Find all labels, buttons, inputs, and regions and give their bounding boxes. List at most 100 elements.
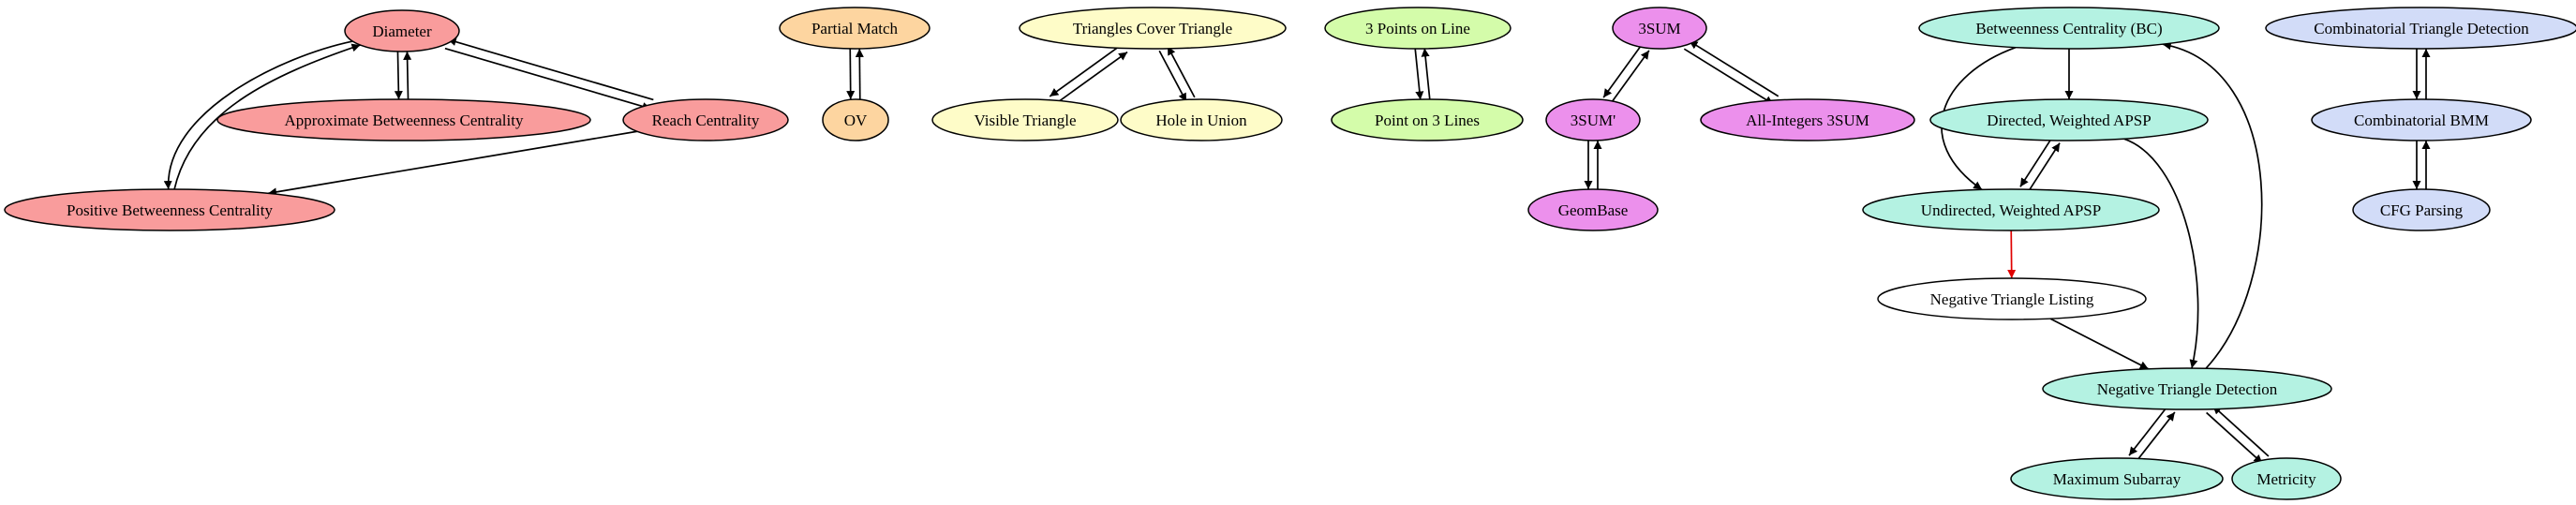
node-label: Hole in Union	[1155, 111, 1247, 129]
node-neg-tri-listing: Negative Triangle Listing	[1877, 277, 2147, 320]
node-shape	[622, 98, 789, 141]
edge-directed-apsp-to-neg-tri-detection	[2123, 138, 2199, 369]
node-bc: Betweenness Centrality (BC)	[1918, 7, 2220, 50]
node-reach-centrality: Reach Centrality	[622, 98, 789, 141]
edge-undirected-apsp-to-directed-apsp	[2027, 142, 2061, 193]
node-undirected-apsp: Undirected, Weighted APSP	[1862, 188, 2160, 231]
node-label: CFG Parsing	[2380, 201, 2464, 219]
node-ov: OV	[822, 98, 889, 141]
node-shape	[1324, 7, 1511, 50]
edge-diameter-to-positive-bc	[163, 40, 353, 190]
edge-neg-tri-detection-to-max-subarray	[2128, 406, 2168, 456]
node-label: Reach Centrality	[652, 111, 760, 129]
node-all-integers-3sum: All-Integers 3SUM	[1700, 98, 1915, 141]
node-shape	[1918, 7, 2220, 50]
node-shape	[2311, 98, 2532, 141]
node-label: Negative Triangle Detection	[2097, 380, 2278, 398]
node-label: Metricity	[2256, 470, 2316, 488]
node-shape	[1545, 98, 1641, 141]
node-shape	[2352, 188, 2491, 231]
node-shape	[1331, 98, 1524, 141]
node-label: Visible Triangle	[974, 111, 1076, 129]
node-label: Approximate Betweenness Centrality	[285, 111, 524, 129]
edge-diameter-to-approx-bc	[394, 52, 403, 100]
edge-neg-tri-listing-to-neg-tri-detection	[2049, 318, 2150, 370]
node-shape	[2010, 457, 2224, 500]
node-geombase: GeomBase	[1527, 188, 1659, 231]
node-shape	[822, 98, 889, 141]
nodes-layer: Diameter Approximate Betweenness Centrali…	[4, 7, 2576, 500]
node-visible-triangle: Visible Triangle	[931, 98, 1119, 141]
edge-triangles-cover-to-hole-in-union	[1158, 50, 1187, 102]
edge-three-sum-to-three-sum-prime	[1602, 44, 1643, 98]
node-three-sum: 3SUM	[1612, 7, 1707, 50]
edges-layer	[163, 37, 2431, 465]
node-label: 3SUM'	[1571, 111, 1616, 129]
edge-three-sum-to-all-integers-3sum	[1683, 48, 1774, 105]
node-label: Directed, Weighted APSP	[1987, 111, 2151, 129]
node-shape	[779, 7, 931, 50]
node-shape	[1019, 7, 1287, 50]
node-partial-match: Partial Match	[779, 7, 931, 50]
node-shape	[2231, 457, 2342, 500]
edge-neg-tri-detection-to-bc	[2162, 41, 2263, 369]
node-shape	[1612, 7, 1707, 50]
node-label: Triangles Cover Triangle	[1073, 20, 1232, 37]
node-label: Combinatorial BMM	[2354, 111, 2489, 129]
edge-three-sum-prime-to-three-sum	[1610, 50, 1650, 104]
node-three-points-line: 3 Points on Line	[1324, 7, 1511, 50]
edge-reach-centrality-to-positive-bc	[267, 130, 638, 197]
edge-ov-to-partial-match	[855, 48, 864, 99]
node-positive-bc: Positive Betweenness Centrality	[4, 188, 335, 231]
edge-triangles-cover-to-visible-triangle	[1049, 43, 1123, 97]
node-shape	[1929, 98, 2209, 141]
edge-diameter-to-reach-centrality	[444, 47, 651, 111]
node-shape	[344, 9, 460, 52]
edge-visible-triangle-to-triangles-cover	[1054, 51, 1128, 105]
edge-directed-apsp-to-undirected-apsp	[2019, 137, 2053, 187]
edge-all-integers-3sum-to-three-sum	[1689, 39, 1779, 97]
edge-point-three-lines-to-three-points-line	[1421, 48, 1431, 99]
node-label: Positive Betweenness Centrality	[67, 201, 274, 219]
edge-positive-bc-to-diameter	[173, 43, 361, 190]
edge-hole-in-union-to-triangles-cover	[1167, 46, 1196, 98]
node-point-three-lines: Point on 3 Lines	[1331, 98, 1524, 141]
node-label: Maximum Subarray	[2053, 470, 2181, 488]
node-three-sum-prime: 3SUM'	[1545, 98, 1641, 141]
node-directed-apsp: Directed, Weighted APSP	[1929, 98, 2209, 141]
node-comb-bmm: Combinatorial BMM	[2311, 98, 2532, 141]
node-diameter: Diameter	[344, 9, 460, 52]
edge-approx-bc-to-diameter	[403, 51, 412, 99]
node-label: GeomBase	[1558, 201, 1629, 219]
node-shape	[216, 98, 591, 141]
node-label: Negative Triangle Listing	[1930, 290, 2094, 308]
node-label: 3 Points on Line	[1365, 20, 1470, 37]
edge-reach-centrality-to-diameter	[447, 37, 654, 101]
edge-undirected-apsp-to-neg-tri-listing	[2007, 230, 2017, 279]
node-shape	[1700, 98, 1915, 141]
node-shape	[2042, 367, 2332, 410]
node-shape	[1877, 277, 2147, 320]
node-max-subarray: Maximum Subarray	[2010, 457, 2224, 500]
edge-partial-match-to-ov	[846, 49, 856, 100]
node-label: All-Integers 3SUM	[1746, 111, 1869, 129]
node-shape	[4, 188, 335, 231]
node-label: Diameter	[372, 22, 432, 40]
node-cfg-parsing: CFG Parsing	[2352, 188, 2491, 231]
node-shape	[1527, 188, 1659, 231]
node-shape	[2265, 7, 2576, 50]
node-triangles-cover: Triangles Cover Triangle	[1019, 7, 1287, 50]
node-shape	[1862, 188, 2160, 231]
node-label: Point on 3 Lines	[1375, 111, 1480, 129]
edge-three-points-line-to-point-three-lines	[1414, 49, 1424, 100]
node-label: Combinatorial Triangle Detection	[2314, 20, 2529, 37]
node-label: Undirected, Weighted APSP	[1921, 201, 2101, 219]
node-comb-tri-detection: Combinatorial Triangle Detection	[2265, 7, 2576, 50]
node-neg-tri-detection: Negative Triangle Detection	[2042, 367, 2332, 410]
node-hole-in-union: Hole in Union	[1120, 98, 1283, 141]
node-metricity: Metricity	[2231, 457, 2342, 500]
node-shape	[931, 98, 1119, 141]
edge-metricity-to-neg-tri-detection	[2211, 405, 2270, 457]
edge-max-subarray-to-neg-tri-detection	[2136, 411, 2176, 462]
node-shape	[1120, 98, 1283, 141]
